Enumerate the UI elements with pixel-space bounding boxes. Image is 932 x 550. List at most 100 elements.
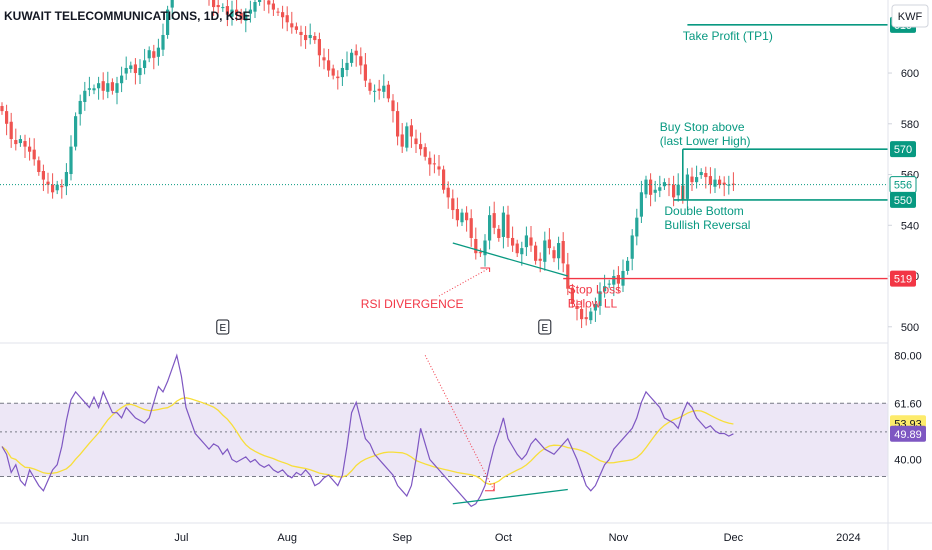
earnings-marker-label: E — [541, 323, 548, 334]
candle-body — [529, 237, 533, 246]
candle-body — [373, 90, 377, 92]
rsi-band — [0, 403, 888, 477]
earnings-marker[interactable]: E — [538, 319, 552, 335]
candle-body — [488, 215, 492, 241]
candle-body — [653, 189, 657, 193]
candle-body — [55, 184, 59, 191]
candle-body — [722, 182, 726, 185]
candle-body — [124, 67, 128, 74]
time-axis-label: Dec — [724, 532, 744, 544]
rsi-pane[interactable] — [0, 353, 888, 508]
rsi-ma-line — [1, 397, 734, 485]
double-bottom-label-line1: Double Bottom — [664, 204, 743, 218]
stop-loss-tag — [890, 270, 916, 287]
candle-body — [216, 5, 220, 8]
currency-badge[interactable] — [891, 4, 929, 28]
candle-body — [51, 184, 55, 193]
candle-body — [386, 84, 390, 99]
candle-body — [97, 83, 101, 89]
candle-body — [92, 88, 96, 91]
candle-body — [106, 83, 110, 92]
support-tag — [890, 191, 916, 208]
candle-body — [28, 146, 32, 152]
candle-body — [455, 209, 459, 221]
candle-body — [290, 23, 294, 28]
rsi-annotations — [424, 355, 568, 505]
candle-body — [460, 212, 464, 223]
candle-body — [18, 139, 22, 144]
candle-body — [74, 116, 78, 147]
time-axis-label: Oct — [495, 532, 512, 544]
candle-body — [566, 264, 570, 289]
candle-body — [5, 111, 9, 124]
candle-body — [258, 0, 262, 2]
take-profit-label: Take Profit (TP1) — [683, 29, 773, 43]
annotation-lines — [438, 24, 888, 297]
stop-loss-label-line1: Stop Loss — [568, 283, 621, 297]
time-axis-label: Jul — [174, 532, 188, 544]
candle-body — [221, 7, 225, 9]
candle-body — [64, 172, 68, 187]
buy-stop-tag — [890, 141, 916, 158]
candle-body — [340, 67, 344, 78]
time-axis-label: Nov — [609, 532, 629, 544]
price-axis-label: 500 — [901, 322, 919, 334]
buy-stop-tag-label: 570 — [894, 144, 912, 156]
candle-body — [409, 125, 413, 137]
candle-body — [120, 75, 124, 84]
candle-body — [0, 106, 4, 112]
candle-body — [285, 15, 289, 23]
candle-body — [442, 169, 446, 190]
candle-body — [147, 50, 151, 59]
candle-body — [465, 212, 469, 221]
buy-stop-label-line1: Buy Stop above — [660, 120, 745, 134]
candle-body — [396, 111, 400, 137]
candle-body — [708, 176, 712, 185]
candle-body — [363, 64, 367, 81]
candle-body — [695, 177, 699, 183]
candle-body — [658, 187, 662, 191]
time-axis[interactable]: Jun Jul Aug Sep Oct Nov Dec 2024 — [71, 532, 860, 544]
candle-body — [152, 51, 156, 58]
candle-body — [630, 235, 634, 259]
price-tags: 61957055655051961.6053.9350.6449.89 — [889, 16, 926, 442]
candle-body — [497, 228, 501, 238]
candle-body — [345, 62, 349, 70]
candle-body — [244, 14, 248, 21]
earnings-marker[interactable]: E — [216, 319, 230, 335]
candle-body — [170, 0, 174, 8]
candle-body — [271, 3, 275, 10]
candle-body — [727, 184, 731, 186]
price-pane[interactable]: KUWAIT TELECOMMUNICATIONS, 1D, KSE Take … — [0, 0, 888, 335]
candle-body — [281, 12, 285, 18]
candle-body — [580, 309, 584, 320]
rsi-axis[interactable]: 40.00 80.00 — [894, 350, 922, 466]
rsi-divergence-pointer — [424, 355, 495, 491]
candle-body — [129, 65, 133, 69]
candle-body — [308, 34, 312, 39]
candle-body — [32, 149, 36, 160]
candle-body — [690, 176, 694, 183]
candle-body — [299, 31, 303, 35]
price-axis-label: 600 — [901, 68, 919, 80]
candle-body — [350, 52, 354, 63]
time-axis-label: Aug — [277, 532, 297, 544]
candle-body — [644, 179, 648, 195]
candle-body — [492, 213, 496, 228]
candle-body — [589, 311, 593, 321]
candle-body — [547, 239, 551, 249]
time-axis-label: Jun — [71, 532, 89, 544]
candle-body — [474, 238, 478, 254]
candle-body — [672, 184, 676, 198]
candle-body — [267, 0, 271, 5]
candle-body — [612, 276, 616, 285]
candle-body — [235, 9, 239, 15]
candle-body — [649, 179, 653, 195]
candle-body — [699, 172, 703, 176]
candle-body — [37, 160, 41, 172]
double-bottom-label-line2: Bullish Reversal — [664, 218, 750, 232]
rsi-axis-label: 80.00 — [894, 350, 922, 362]
candle-body — [718, 179, 722, 185]
price-lows-trendline — [452, 242, 568, 277]
